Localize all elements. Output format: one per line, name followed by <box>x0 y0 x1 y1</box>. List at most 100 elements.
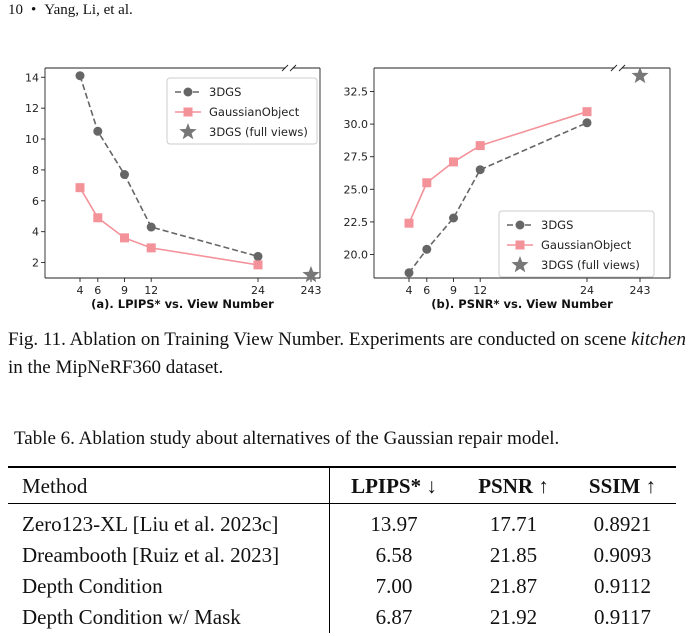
y-tick-label: 12 <box>25 102 39 115</box>
data-point <box>582 118 592 128</box>
y-tick-label: 4 <box>32 226 39 239</box>
axis-break-mark <box>289 64 297 72</box>
cell-ssim: 0.9093 <box>593 543 652 567</box>
figure-caption-scene: kitchen <box>631 329 686 350</box>
y-tick-label: 10 <box>25 133 39 146</box>
cell-psnr: 21.92 <box>489 605 538 629</box>
y-tick-label: 27.5 <box>344 151 369 164</box>
data-point <box>422 178 432 188</box>
figure-caption-tail: in the MipNeRF360 dataset. <box>8 357 224 378</box>
figure-label: Fig. 11. <box>8 329 66 350</box>
legend-marker <box>511 256 529 273</box>
x-tick-label: 243 <box>301 284 322 297</box>
x-tick-label: 12 <box>473 284 487 297</box>
cell-lpips: 7.00 <box>375 574 413 598</box>
data-point <box>404 218 414 228</box>
data-point <box>449 213 458 223</box>
y-tick-label: 2 <box>32 257 39 270</box>
data-point <box>253 251 263 261</box>
series-line <box>79 187 259 266</box>
table-row: Depth Condition 7.00 21.87 0.9112 <box>8 571 676 602</box>
figure-caption-text: Ablation on Training View Number. Experi… <box>69 329 627 350</box>
data-point <box>253 260 263 270</box>
header-psnr: PSNR ↑ <box>478 474 549 498</box>
cell-method: Depth Condition w/ Mask <box>8 602 330 633</box>
data-point <box>422 244 432 254</box>
cell-lpips: 13.97 <box>370 512 418 536</box>
x-tick-label: 4 <box>406 284 413 297</box>
axis-break-mark <box>281 64 289 72</box>
y-tick-label: 6 <box>32 195 39 208</box>
table-row: Zero123-XL [Liu et al. 2023c] 13.97 17.7… <box>8 503 676 540</box>
legend-marker <box>515 220 525 230</box>
x-tick-label: 4 <box>77 284 84 297</box>
data-point <box>75 71 85 81</box>
data-point <box>475 165 485 175</box>
x-tick-label: 24 <box>580 284 594 297</box>
cell-method: Dreambooth [Ruiz et al. 2023] <box>8 540 330 571</box>
table-caption: Table 6. Ablation study about alternativ… <box>14 428 560 449</box>
cell-lpips: 6.58 <box>375 543 413 567</box>
data-point <box>120 233 129 243</box>
legend-label: GaussianObject <box>209 105 300 119</box>
cell-psnr: 21.87 <box>489 574 538 598</box>
table-row: Dreambooth [Ruiz et al. 2023] 6.58 21.85… <box>8 540 676 571</box>
data-point <box>120 170 129 180</box>
legend-label: 3DGS <box>541 218 573 232</box>
y-tick-label: 8 <box>32 164 39 177</box>
page-number: 10 <box>8 2 23 18</box>
y-tick-label: 30.0 <box>344 118 369 131</box>
x-tick-label: 9 <box>450 284 457 297</box>
data-point <box>146 243 156 253</box>
legend-box <box>498 210 655 278</box>
legend-label: GaussianObject <box>541 238 632 252</box>
data-point <box>631 66 649 84</box>
series-line <box>408 122 588 274</box>
y-tick-label: 20.0 <box>344 249 369 262</box>
cell-method: Zero123-XL [Liu et al. 2023c] <box>8 503 330 540</box>
x-tick-label: 24 <box>251 284 265 297</box>
cell-ssim: 0.9117 <box>593 605 651 629</box>
data-point <box>302 265 320 283</box>
psnr-chart: 20.0 22.5 25.0 27.5 30.0 32.5 4 6 9 12 24 243 (b). P… <box>344 64 671 311</box>
header-lpips: LPIPS* ↓ <box>351 474 437 498</box>
table-header-row: Method LPIPS* ↓ PSNR ↑ SSIM ↑ <box>8 467 676 504</box>
chart-title: (a). LPIPS* vs. View Number <box>91 297 274 311</box>
x-tick-label: 243 <box>630 284 651 297</box>
series-line <box>408 110 588 224</box>
y-tick-label: 14 <box>25 71 39 84</box>
legend-label: 3DGS (full views) <box>541 258 640 272</box>
cell-method: Depth Condition <box>8 571 330 602</box>
data-point <box>582 107 592 117</box>
y-tick-label: 32.5 <box>344 85 369 98</box>
figure-caption: Fig. 11. Ablation on Training View Numbe… <box>8 326 688 382</box>
x-tick-label: 6 <box>94 284 101 297</box>
data-point <box>75 183 85 193</box>
header-separator: • <box>31 2 37 18</box>
data-point <box>93 126 103 136</box>
table-row: Depth Condition w/ Mask 6.87 21.92 0.911… <box>8 602 676 633</box>
data-point <box>475 141 485 151</box>
header-authors: Yang, Li, et al. <box>44 2 133 18</box>
ablation-table: Method LPIPS* ↓ PSNR ↑ SSIM ↑ Zero123-XL… <box>8 466 676 633</box>
axis-break-mark <box>610 64 618 72</box>
running-header: 10 • Yang, Li, et al. <box>8 2 133 19</box>
x-tick-label: 12 <box>144 284 158 297</box>
y-tick-label: 22.5 <box>344 216 369 229</box>
axis-break-mark <box>618 64 626 72</box>
header-method: Method <box>8 467 330 504</box>
data-point <box>449 157 458 167</box>
chart-title: (b). PSNR* vs. View Number <box>431 297 613 311</box>
x-tick-label: 6 <box>423 284 430 297</box>
cell-lpips: 6.87 <box>375 605 413 629</box>
cell-psnr: 17.71 <box>489 512 538 536</box>
header-ssim: SSIM ↑ <box>588 474 657 498</box>
data-point <box>93 213 103 223</box>
legend-marker <box>515 240 525 250</box>
data-point <box>146 222 156 232</box>
cell-psnr: 21.85 <box>489 543 538 567</box>
legend-marker <box>183 107 193 117</box>
data-point <box>404 268 414 278</box>
x-tick-label: 9 <box>121 284 128 297</box>
